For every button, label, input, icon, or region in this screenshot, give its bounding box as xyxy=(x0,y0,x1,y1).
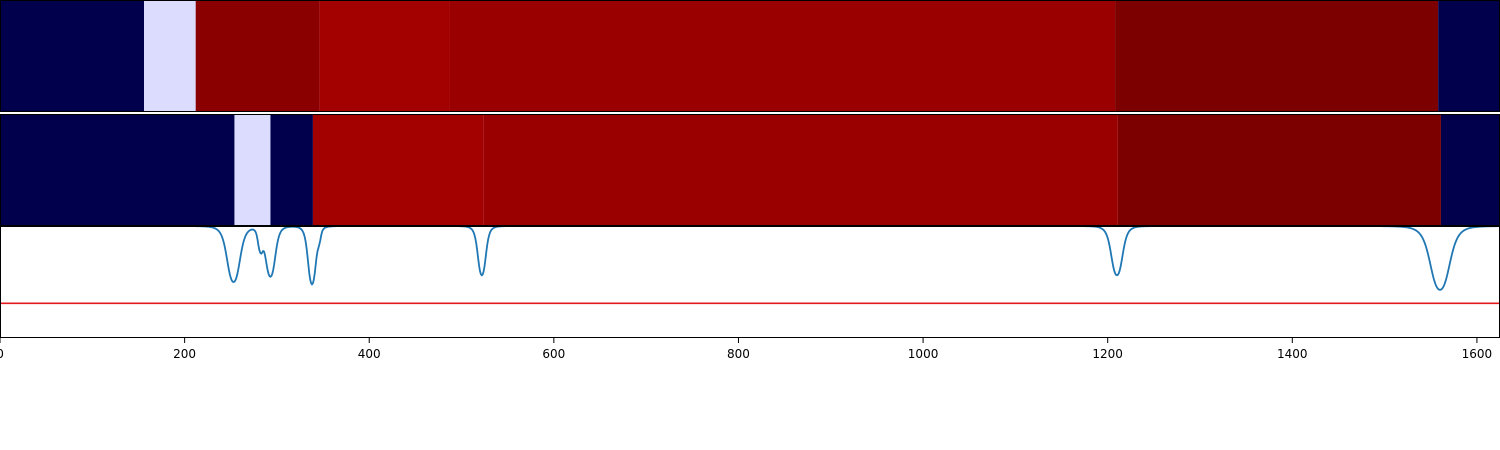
heatmap-cell-r1-s1 xyxy=(0,0,144,112)
heatmap-cell-r1-s3 xyxy=(195,0,320,112)
heatmap-cell-r2-s7 xyxy=(1440,114,1500,226)
signal-line xyxy=(0,225,1500,291)
heatmap-row-2 xyxy=(0,114,1500,226)
heatmap-cell-r2-s5 xyxy=(483,114,1118,226)
heatmap-cell-r2-s6 xyxy=(1117,114,1441,226)
heatmap-cell-r1-s2 xyxy=(144,0,196,112)
x-tick-label-1400: 1400 xyxy=(1277,347,1308,361)
x-tick-label-600: 600 xyxy=(542,347,565,361)
heatmap-cell-r2-s2 xyxy=(234,114,271,226)
x-tick-label-800: 800 xyxy=(727,347,750,361)
x-tick-label-1000: 1000 xyxy=(908,347,939,361)
heatmap-cell-r2-s4 xyxy=(312,114,484,226)
heatmap-cell-r2-s1 xyxy=(0,114,235,226)
x-tick-label-400: 400 xyxy=(358,347,381,361)
heatmap-cell-r2-s3 xyxy=(270,114,313,226)
signal-panel xyxy=(0,225,1500,305)
x-tick-label-1600: 1600 xyxy=(1462,347,1493,361)
x-axis: 0 200 400 600 800 1000 1200 1400 1600 xyxy=(0,338,1492,361)
heatmap-cell-r1-s4 xyxy=(319,0,450,112)
x-tick-label-200: 200 xyxy=(173,347,196,361)
panel-frame-3 xyxy=(0,226,1500,338)
heatmap-cell-r1-s7 xyxy=(1438,0,1500,112)
heatmap-cell-r1-s6 xyxy=(1115,0,1439,112)
heatmap-cell-r1-s5 xyxy=(449,0,1116,112)
x-tick-label-1200: 1200 xyxy=(1092,347,1123,361)
heatmap-row-1 xyxy=(0,0,1500,112)
x-tick-label-0: 0 xyxy=(0,347,4,361)
